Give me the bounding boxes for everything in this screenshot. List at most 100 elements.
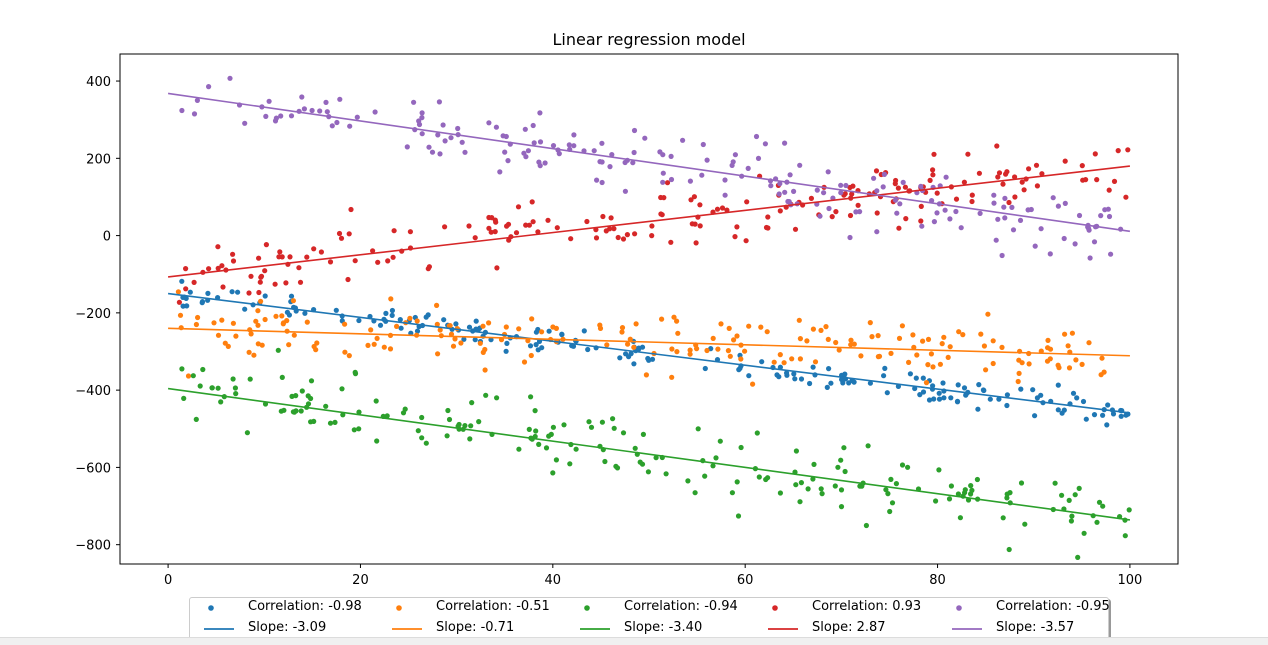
scatter-point xyxy=(996,396,1002,402)
scatter-point xyxy=(333,307,339,313)
scatter-point xyxy=(387,346,394,352)
scatter-point xyxy=(504,340,510,346)
scatter-point xyxy=(642,135,648,141)
scatter-point xyxy=(810,476,816,482)
scatter-point xyxy=(291,332,297,338)
scatter-point xyxy=(219,263,225,269)
scatter-point xyxy=(976,382,982,388)
scatter-point xyxy=(600,213,606,220)
scatter-point xyxy=(311,246,317,252)
scatter-point xyxy=(279,374,285,380)
scatter-point xyxy=(946,496,953,502)
scatter-point xyxy=(1012,174,1018,180)
scatter-point xyxy=(400,410,407,416)
scatter-point xyxy=(847,212,854,219)
scatter-point xyxy=(1069,330,1075,336)
scatter-point xyxy=(345,276,351,283)
scatter-point xyxy=(671,314,677,320)
scatter-point xyxy=(669,374,675,380)
y-tick-label: −600 xyxy=(75,461,111,476)
scatter-point xyxy=(893,481,900,487)
scatter-point xyxy=(1079,361,1085,367)
scatter-point xyxy=(483,392,489,398)
scatter-point xyxy=(455,125,461,132)
scatter-point xyxy=(717,438,723,444)
scatter-point xyxy=(469,400,475,406)
scatter-point xyxy=(597,325,604,331)
scatter-point xyxy=(1098,213,1104,219)
fit-line-3 xyxy=(167,387,1131,521)
scatter-point xyxy=(969,487,975,493)
scatter-point xyxy=(444,433,450,439)
scatter-point xyxy=(765,475,771,481)
scatter-point xyxy=(996,170,1003,176)
scatter-point xyxy=(346,231,352,237)
scatter-point xyxy=(334,119,340,126)
scatter-point xyxy=(324,109,330,115)
legend: Correlation: -0.98 Slope: -3.09 Correlatio… xyxy=(189,597,1110,644)
scatter-point xyxy=(486,120,492,126)
scatter-point xyxy=(810,326,817,332)
scatter-point xyxy=(389,312,395,318)
scatter-point xyxy=(939,341,945,347)
scatter-point xyxy=(503,133,509,140)
scatter-point xyxy=(768,183,774,189)
scatter-point xyxy=(894,210,900,216)
scatter-point xyxy=(722,192,728,198)
scatter-point xyxy=(1039,171,1045,177)
scatter-point xyxy=(1026,361,1032,367)
scatter-point xyxy=(377,322,384,328)
y-tick-label: 200 xyxy=(86,152,111,167)
scatter-point xyxy=(568,236,574,242)
scatter-point xyxy=(1030,387,1036,393)
scatter-point xyxy=(336,230,343,237)
scatter-point xyxy=(351,427,357,433)
scatter-point xyxy=(1086,225,1092,232)
scatter-point xyxy=(1045,337,1051,343)
scatter-point xyxy=(1001,204,1007,210)
scatter-point xyxy=(467,436,473,442)
scatter-point xyxy=(858,353,864,359)
scatter-point xyxy=(608,215,614,221)
scatter-point xyxy=(347,123,353,129)
scatter-point xyxy=(700,141,706,148)
scatter-point xyxy=(375,259,381,265)
scatter-point xyxy=(631,361,637,367)
scatter-point xyxy=(841,445,847,451)
scatter-point xyxy=(737,365,743,371)
scatter-point xyxy=(995,216,1001,222)
scatter-point xyxy=(960,332,966,338)
scatter-point xyxy=(900,179,906,185)
scatter-point xyxy=(882,365,888,371)
scatter-point xyxy=(482,367,488,373)
scatter-point xyxy=(448,331,455,337)
scatter-point xyxy=(699,172,705,178)
scatter-point xyxy=(765,225,771,231)
scatter-point xyxy=(262,293,268,299)
scatter-point xyxy=(825,169,831,175)
scatter-point xyxy=(1061,235,1067,242)
legend-label: Slope: -3.40 xyxy=(624,620,703,635)
scatter-point xyxy=(727,353,733,359)
scatter-point xyxy=(1050,195,1056,201)
scatter-point xyxy=(753,133,760,140)
scatter-point xyxy=(286,312,292,318)
scatter-point xyxy=(1019,360,1025,366)
scatter-point xyxy=(370,248,376,254)
scatter-point xyxy=(994,143,1000,149)
scatter-point xyxy=(416,118,422,124)
scatter-point xyxy=(503,348,509,354)
scatter-point xyxy=(983,367,989,373)
scatter-point xyxy=(664,180,671,186)
scatter-point xyxy=(493,124,499,130)
scatter-point xyxy=(546,328,552,334)
scatter-point xyxy=(833,339,839,346)
legend-marker-dot xyxy=(208,605,214,611)
scatter-point xyxy=(867,320,873,326)
scatter-point xyxy=(995,174,1001,180)
scatter-point xyxy=(947,216,953,222)
y-tick-label: 400 xyxy=(86,75,111,90)
scatter-point xyxy=(415,428,421,434)
scatter-point xyxy=(346,353,352,359)
